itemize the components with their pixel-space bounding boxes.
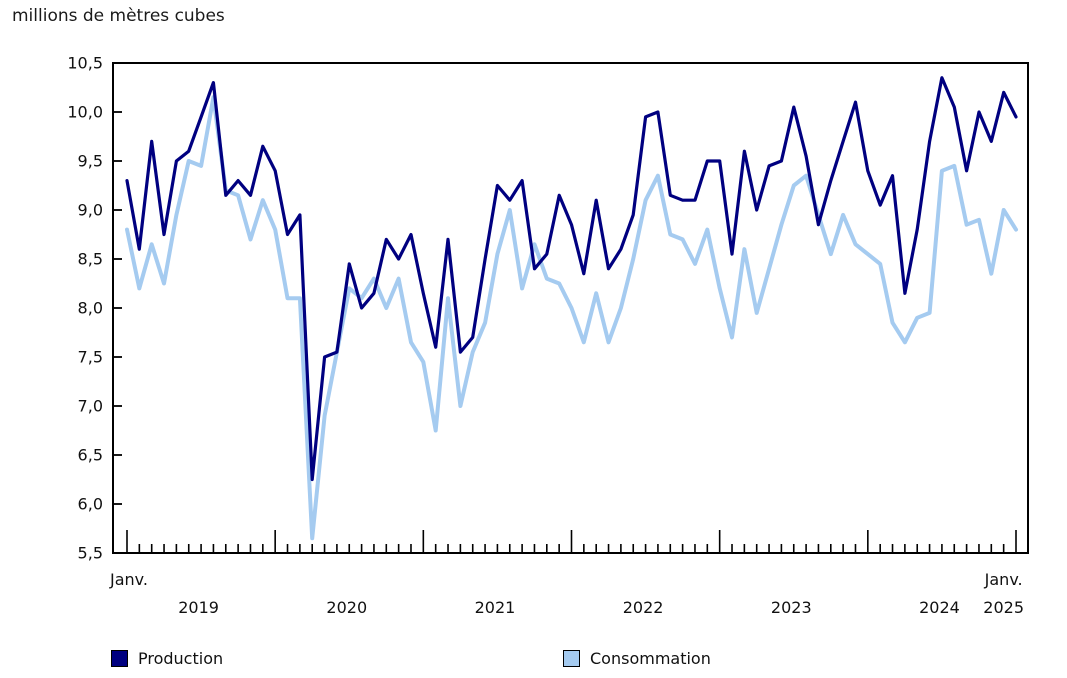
y-tick-label: 9,0 [78,201,103,220]
legend-item-consommation: Consommation [563,645,711,671]
legend-item-production: Production [111,645,223,671]
production-color-swatch [111,649,128,667]
consommation-legend-label: Consommation [590,648,711,668]
x-axis-year-label: 2025 [983,598,1024,617]
y-tick-label: 6,5 [78,446,103,465]
series-line-consommation [125,95,1018,541]
chart-title: millions de mètres cubes [12,6,225,26]
y-tick-label: 7,5 [78,348,103,367]
x-axis-year-label: 2022 [623,598,664,617]
x-axis-year-label: 2020 [326,598,367,617]
x-axis-year-label: 2024 [919,598,960,617]
series-line-production [125,76,1018,482]
x-axis-end-month-label: Janv. [984,570,1023,589]
consommation-color-swatch [563,649,580,667]
x-axis-year-label: 2021 [475,598,516,617]
y-tick-label: 9,5 [78,152,103,171]
y-tick-label: 6,0 [78,495,103,514]
y-tick-label: 7,0 [78,397,103,416]
y-tick-label: 5,5 [78,544,103,563]
x-axis-year-label: 2019 [178,598,219,617]
x-axis-start-month-label: Janv. [109,570,148,589]
y-tick-label: 10,0 [67,103,103,122]
y-tick-label: 8,5 [78,250,103,269]
y-tick-label: 10,5 [67,54,103,73]
y-tick-label: 8,0 [78,299,103,318]
plot-frame [112,62,1029,554]
x-axis-year-label: 2023 [771,598,812,617]
production-legend-label: Production [138,648,224,668]
line-chart: 10,5 10,0 9,5 9,0 8,5 8,0 7,5 7,0 6,5 6,0 5,5 Janv.… [67,54,1029,617]
